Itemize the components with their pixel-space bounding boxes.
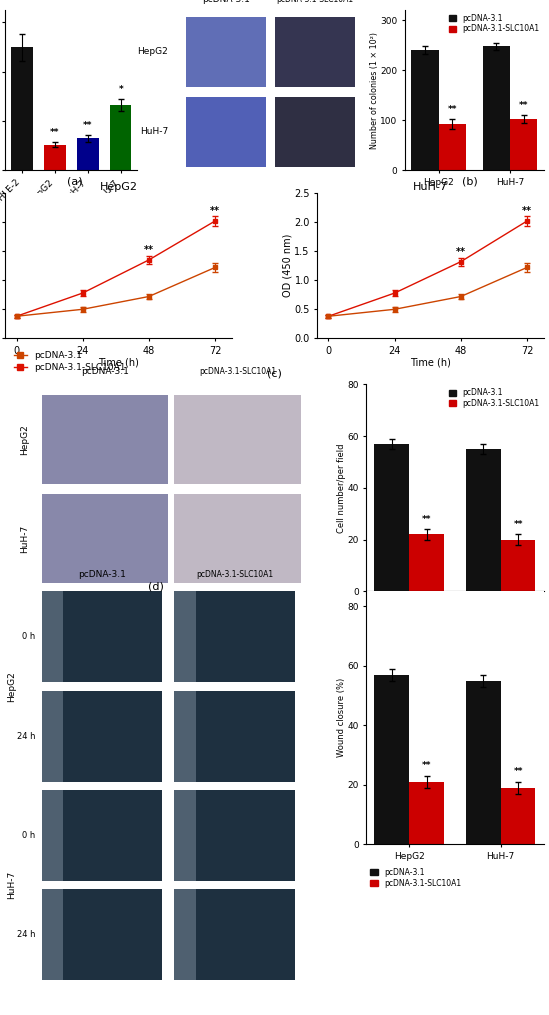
Text: **: ** <box>456 247 466 257</box>
Legend: pcDNA-3.1, pcDNA-3.1-SLC10A1: pcDNA-3.1, pcDNA-3.1-SLC10A1 <box>449 14 540 33</box>
Bar <box>174 690 295 782</box>
Text: **: ** <box>83 121 93 130</box>
Title: HuH-7: HuH-7 <box>413 183 448 193</box>
Bar <box>42 889 162 980</box>
Text: 0 h: 0 h <box>23 632 36 641</box>
Bar <box>174 592 196 682</box>
X-axis label: Time (h): Time (h) <box>98 357 139 367</box>
Bar <box>409 534 444 592</box>
Text: pcDNA-3.1-SLC10A1: pcDNA-3.1-SLC10A1 <box>196 569 273 579</box>
Text: pcDNA-3.1-SLC10A1: pcDNA-3.1-SLC10A1 <box>276 0 354 4</box>
Text: HuH-7: HuH-7 <box>20 525 30 552</box>
Bar <box>174 494 301 583</box>
Bar <box>501 788 535 844</box>
Text: HuH-7: HuH-7 <box>139 128 168 136</box>
Bar <box>174 592 295 682</box>
Text: 24 h: 24 h <box>17 732 36 741</box>
Bar <box>411 50 439 171</box>
Title: HepG2: HepG2 <box>99 183 137 193</box>
Text: **: ** <box>447 105 457 114</box>
Bar <box>186 16 266 87</box>
Y-axis label: Wound closure (%): Wound closure (%) <box>337 678 346 757</box>
X-axis label: Time (h): Time (h) <box>410 357 451 367</box>
Text: HepG2: HepG2 <box>20 424 30 455</box>
Bar <box>186 96 266 167</box>
Text: **: ** <box>422 761 432 770</box>
Bar <box>439 124 466 171</box>
Bar <box>174 790 295 881</box>
Text: (b): (b) <box>462 177 478 187</box>
Text: pcDNA-3.1-SLC10A1: pcDNA-3.1-SLC10A1 <box>199 367 276 377</box>
Text: **: ** <box>513 767 523 775</box>
Legend: pcDNA-3.1, pcDNA-3.1-SLC10A1: pcDNA-3.1, pcDNA-3.1-SLC10A1 <box>370 868 461 887</box>
Bar <box>42 592 63 682</box>
Bar <box>483 47 510 171</box>
Bar <box>374 675 409 844</box>
Y-axis label: OD (450 nm): OD (450 nm) <box>283 234 293 297</box>
Bar <box>510 120 537 171</box>
Bar <box>466 681 501 844</box>
Text: pcDNA-3.1: pcDNA-3.1 <box>78 569 126 579</box>
Bar <box>174 889 295 980</box>
Bar <box>174 790 196 881</box>
Bar <box>501 540 535 592</box>
Bar <box>274 96 355 167</box>
Text: 0 h: 0 h <box>23 830 36 839</box>
Y-axis label: Number of colonies (1 × 10²): Number of colonies (1 × 10²) <box>370 31 379 149</box>
Bar <box>42 690 63 782</box>
Text: pcDNA-3.1: pcDNA-3.1 <box>202 0 250 4</box>
Bar <box>174 889 196 980</box>
Text: **: ** <box>519 102 528 111</box>
Bar <box>42 790 63 881</box>
Text: **: ** <box>513 521 523 529</box>
Bar <box>77 138 98 171</box>
Bar <box>374 444 409 592</box>
Bar <box>274 16 355 87</box>
Bar <box>409 782 444 844</box>
Text: 24 h: 24 h <box>17 930 36 939</box>
Bar <box>44 144 66 171</box>
Y-axis label: Cell number/per field: Cell number/per field <box>337 444 346 533</box>
Text: (a): (a) <box>68 177 83 187</box>
Bar <box>42 790 162 881</box>
Text: pcDNA-3.1: pcDNA-3.1 <box>81 367 129 377</box>
Bar <box>42 592 162 682</box>
Bar <box>42 395 168 484</box>
Bar <box>174 690 196 782</box>
Legend: pcDNA-3.1, pcDNA-3.1-SLC10A1: pcDNA-3.1, pcDNA-3.1-SLC10A1 <box>449 389 540 408</box>
Bar <box>42 690 162 782</box>
Bar <box>466 449 501 592</box>
Text: (d): (d) <box>148 582 164 592</box>
Text: **: ** <box>422 515 432 524</box>
Bar <box>42 494 168 583</box>
Text: (c): (c) <box>267 368 282 379</box>
Legend: pcDNA-3.1, pcDNA-3.1-SLC10A1: pcDNA-3.1, pcDNA-3.1-SLC10A1 <box>10 347 130 376</box>
Text: *: * <box>119 85 123 94</box>
Bar <box>110 106 131 171</box>
Bar <box>42 889 63 980</box>
Text: HepG2: HepG2 <box>7 671 16 701</box>
Text: HepG2: HepG2 <box>137 48 168 56</box>
Text: **: ** <box>51 128 60 137</box>
Bar <box>12 47 33 171</box>
Text: **: ** <box>144 246 154 256</box>
Text: HuH-7: HuH-7 <box>7 871 16 899</box>
Text: **: ** <box>210 206 220 216</box>
Bar <box>174 395 301 484</box>
Text: **: ** <box>522 206 532 216</box>
